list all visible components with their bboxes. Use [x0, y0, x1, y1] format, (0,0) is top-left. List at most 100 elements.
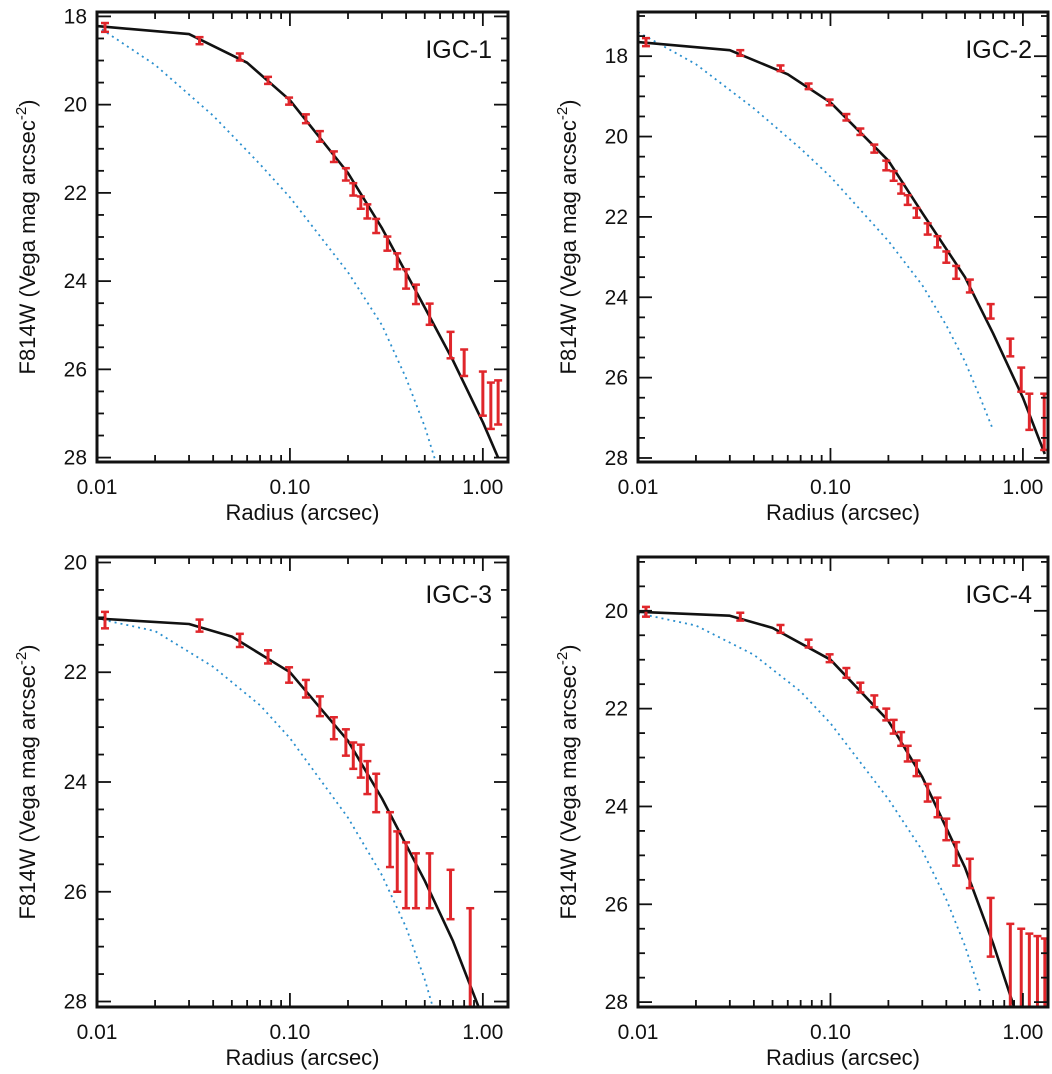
y-axis-label-main: F814W (Vega mag arcsec	[15, 665, 40, 919]
error-bar	[315, 129, 324, 143]
error-bar	[460, 348, 469, 378]
y-tick-label: 28	[605, 447, 628, 470]
y-tick-label: 20	[64, 94, 87, 117]
error-bar	[903, 193, 912, 207]
error-bar	[882, 707, 891, 722]
error-bar	[942, 817, 951, 842]
x-axis-label: Radius (arcsec)	[766, 1045, 920, 1070]
error-bar	[776, 64, 785, 73]
error-bar	[393, 830, 402, 894]
error-bar	[372, 772, 381, 814]
y-axis-label-close: )	[556, 644, 581, 651]
x-tick-label: 0.10	[810, 476, 851, 499]
error-bar	[856, 681, 865, 694]
panel-label: IGC-4	[965, 581, 1032, 609]
error-bar	[825, 98, 834, 107]
panel-2: 0.01 0.10 1.00 18 20 22 24 26 28 Radius (arcsec) F…	[554, 10, 1050, 525]
x-axis-label: Radius (arcsec)	[225, 1045, 379, 1070]
x-tick-label: 0.01	[618, 476, 659, 499]
y-tick-label: 24	[64, 771, 88, 794]
error-bar	[402, 267, 411, 290]
y-tick-label: 18	[605, 45, 628, 68]
error-bar	[933, 234, 942, 249]
error-bar	[446, 330, 455, 360]
error-bar	[856, 127, 865, 137]
error-bar	[1033, 934, 1042, 1007]
y-tick-label: 26	[605, 893, 628, 916]
component-profile-line	[97, 617, 434, 1007]
error-bar	[897, 182, 906, 195]
component-profile-line	[97, 25, 437, 462]
model-fit-line	[638, 40, 1047, 455]
y-axis-label-exponent: -2	[13, 652, 30, 665]
y-axis-label-close: )	[15, 99, 40, 106]
error-bar	[411, 283, 420, 306]
error-bar	[383, 235, 392, 252]
error-bar	[870, 694, 879, 709]
error-bar	[235, 52, 244, 62]
error-bar	[923, 782, 932, 803]
x-axis-label: Radius (arcsec)	[766, 500, 920, 525]
x-tick-label: 0.10	[810, 1021, 851, 1044]
error-bar	[1017, 366, 1026, 393]
error-bar	[315, 695, 324, 718]
error-bar	[736, 611, 745, 622]
error-bar	[301, 678, 310, 699]
error-bar	[393, 252, 402, 271]
component-profile-line	[638, 612, 982, 993]
error-bar	[363, 203, 372, 220]
error-bar	[285, 666, 294, 684]
panel-label: IGC-3	[425, 581, 492, 609]
x-tick-label: 0.01	[77, 1021, 118, 1044]
x-tick-label: 0.01	[618, 1021, 659, 1044]
error-bar	[264, 649, 273, 665]
error-bar	[825, 653, 834, 664]
error-bar	[1025, 932, 1034, 1007]
plot-area	[638, 31, 1048, 455]
y-axis-label-close: )	[556, 99, 581, 106]
y-tick-label: 22	[605, 698, 628, 721]
component-profile-line	[638, 31, 994, 431]
error-bar	[466, 906, 475, 1007]
x-tick-label: 0.01	[77, 476, 118, 499]
x-tick-label: 1.00	[462, 476, 503, 499]
error-bar	[478, 370, 487, 417]
error-bar	[903, 744, 912, 763]
panel-label: IGC-2	[965, 36, 1032, 64]
y-tick-label: 20	[605, 600, 628, 623]
error-bar	[842, 112, 851, 122]
error-bar	[842, 666, 851, 680]
error-bar	[285, 96, 294, 106]
error-bar	[776, 623, 785, 635]
error-bar	[933, 796, 942, 819]
y-tick-label: 22	[605, 206, 628, 229]
x-axis-label: Radius (arcsec)	[225, 500, 379, 525]
y-axis-label-exponent: -2	[554, 107, 571, 120]
y-tick-label: 22	[64, 661, 87, 684]
error-bar	[341, 166, 350, 182]
y-axis-label: F814W (Vega mag arcsec-2)	[13, 99, 40, 374]
model-fit-line	[97, 24, 500, 459]
error-bar	[329, 715, 338, 741]
error-bar	[965, 278, 974, 294]
error-bar	[804, 638, 813, 649]
y-tick-label: 22	[64, 182, 87, 205]
error-bar	[882, 159, 891, 172]
y-axis-label-main: F814W (Vega mag arcsec	[15, 120, 40, 374]
error-bar	[372, 217, 381, 235]
y-tick-label: 24	[605, 795, 629, 818]
y-tick-label: 28	[64, 991, 87, 1014]
panel-3: 0.01 0.10 1.00 20 22 24 26 28 Radius (arcsec) F81…	[13, 551, 510, 1070]
error-bar	[641, 36, 650, 48]
error-bar	[425, 302, 434, 327]
y-axis-label-exponent: -2	[554, 652, 571, 665]
y-tick-label: 28	[605, 991, 628, 1014]
panel-label: IGC-1	[425, 36, 492, 64]
error-bar	[986, 896, 995, 958]
error-bar	[425, 852, 434, 910]
error-bar	[1006, 922, 1015, 1007]
error-bar	[1017, 927, 1026, 1007]
axes-frame	[636, 10, 1050, 464]
error-bar	[1006, 337, 1015, 358]
